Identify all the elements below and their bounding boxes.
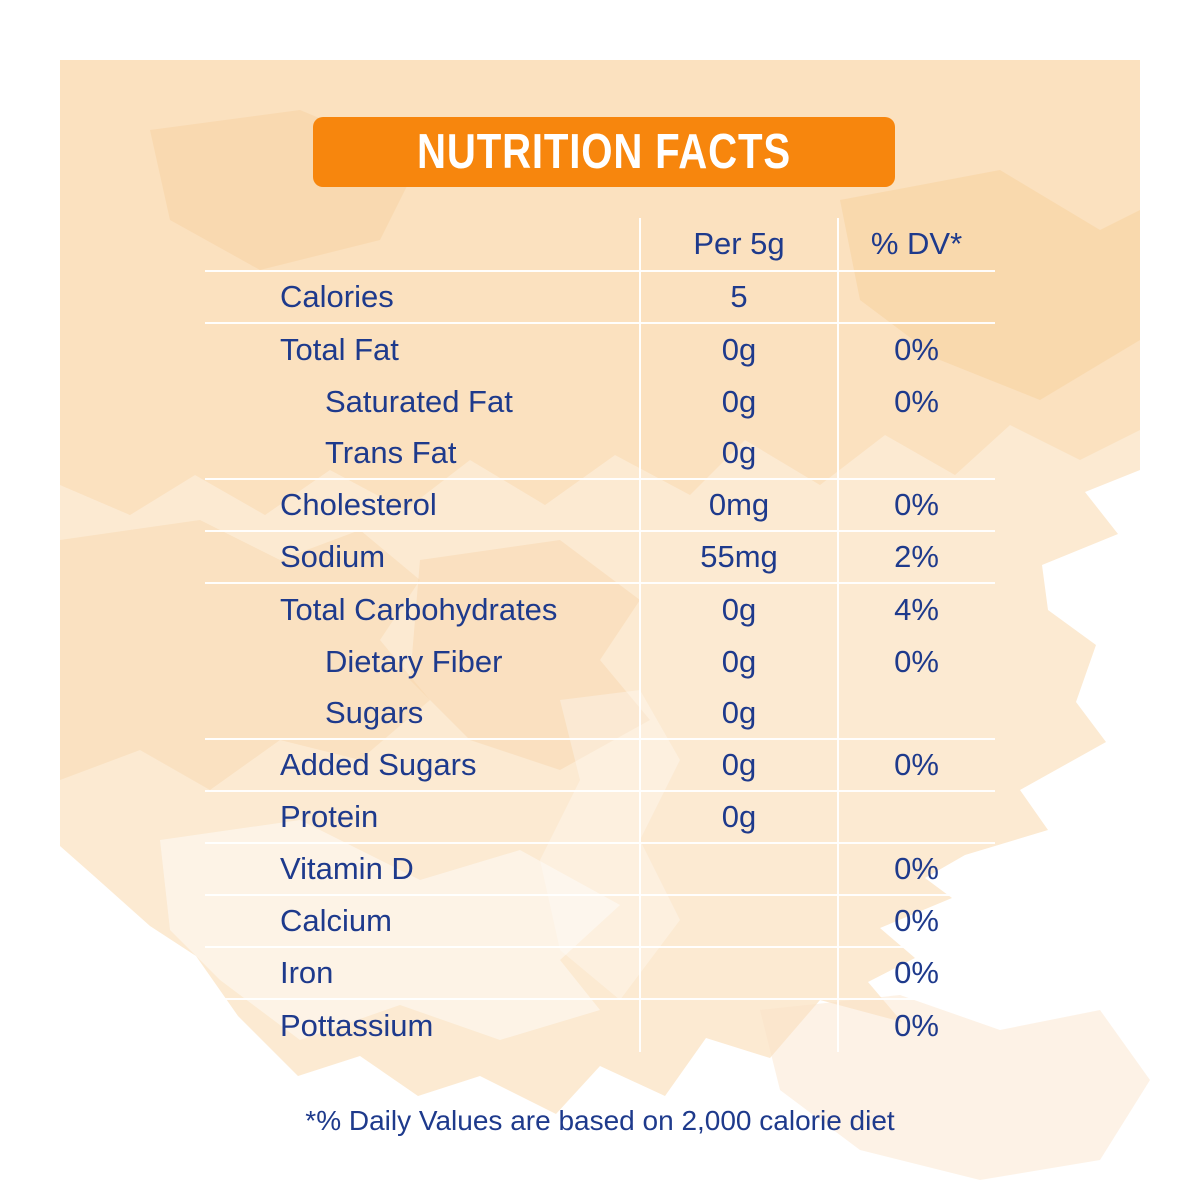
row-dv: 0%	[894, 644, 939, 679]
row-dv: 0%	[894, 903, 939, 938]
row-dv: 0%	[894, 747, 939, 782]
table-row: Pottassium 0%	[205, 1000, 995, 1052]
column-header-amount: Per 5g	[693, 226, 785, 261]
row-label: Calories	[280, 279, 394, 314]
row-amount: 0g	[721, 747, 757, 782]
row-label: Protein	[280, 799, 379, 834]
row-label: Trans Fat	[325, 435, 457, 470]
row-amount: 0g	[721, 592, 757, 627]
nutrition-table: Per 5g % DV* Calories 5 Total Fat 0g 0% …	[205, 218, 995, 1052]
row-label: Dietary Fiber	[325, 644, 503, 679]
row-label: Total Carbohydrates	[280, 592, 558, 627]
row-label: Iron	[280, 955, 334, 990]
table-row: Saturated Fat 0g 0%	[205, 376, 995, 428]
row-label: Vitamin D	[280, 851, 414, 886]
title-bar: NUTRITION FACTS	[313, 117, 895, 187]
row-label: Added Sugars	[280, 747, 477, 782]
table-row: Sugars 0g	[205, 688, 995, 740]
row-dv: 0%	[894, 955, 939, 990]
row-amount: 0g	[721, 332, 757, 367]
column-divider-1	[639, 218, 641, 1052]
row-label: Saturated Fat	[325, 384, 513, 419]
table-row: Total Carbohydrates 0g 4%	[205, 584, 995, 636]
row-label: Calcium	[280, 903, 392, 938]
table-row: Calcium 0%	[205, 896, 995, 948]
row-dv: 0%	[894, 332, 939, 367]
row-dv: 0%	[894, 851, 939, 886]
table-header-row: Per 5g % DV*	[205, 218, 995, 272]
page-title: NUTRITION FACTS	[417, 125, 791, 179]
row-amount: 5	[730, 279, 748, 314]
row-amount: 55mg	[700, 539, 778, 574]
row-amount: 0g	[721, 644, 757, 679]
table-row: Sodium 55mg 2%	[205, 532, 995, 584]
row-dv: 2%	[894, 539, 939, 574]
row-label: Pottassium	[280, 1008, 434, 1043]
row-label: Cholesterol	[280, 487, 437, 522]
table-row: Vitamin D 0%	[205, 844, 995, 896]
row-amount: 0g	[721, 799, 757, 834]
row-label: Sodium	[280, 539, 386, 574]
row-amount: 0mg	[708, 487, 770, 522]
row-dv: 0%	[894, 487, 939, 522]
row-dv: 0%	[894, 384, 939, 419]
table-row: Iron 0%	[205, 948, 995, 1000]
table-row: Calories 5	[205, 272, 995, 324]
row-dv: 0%	[894, 1008, 939, 1043]
row-amount: 0g	[721, 435, 757, 470]
table-row: Trans Fat 0g	[205, 428, 995, 480]
table-row: Total Fat 0g 0%	[205, 324, 995, 376]
footnote: *% Daily Values are based on 2,000 calor…	[305, 1105, 895, 1136]
row-amount: 0g	[721, 695, 757, 730]
row-amount: 0g	[721, 384, 757, 419]
column-header-dv: % DV*	[870, 226, 963, 261]
row-dv: 4%	[894, 592, 939, 627]
column-divider-2	[837, 218, 839, 1052]
table-row: Dietary Fiber 0g 0%	[205, 636, 995, 688]
row-label: Sugars	[325, 695, 424, 730]
row-label: Total Fat	[280, 332, 399, 367]
table-row: Added Sugars 0g 0%	[205, 740, 995, 792]
table-row: Protein 0g	[205, 792, 995, 844]
table-row: Cholesterol 0mg 0%	[205, 480, 995, 532]
